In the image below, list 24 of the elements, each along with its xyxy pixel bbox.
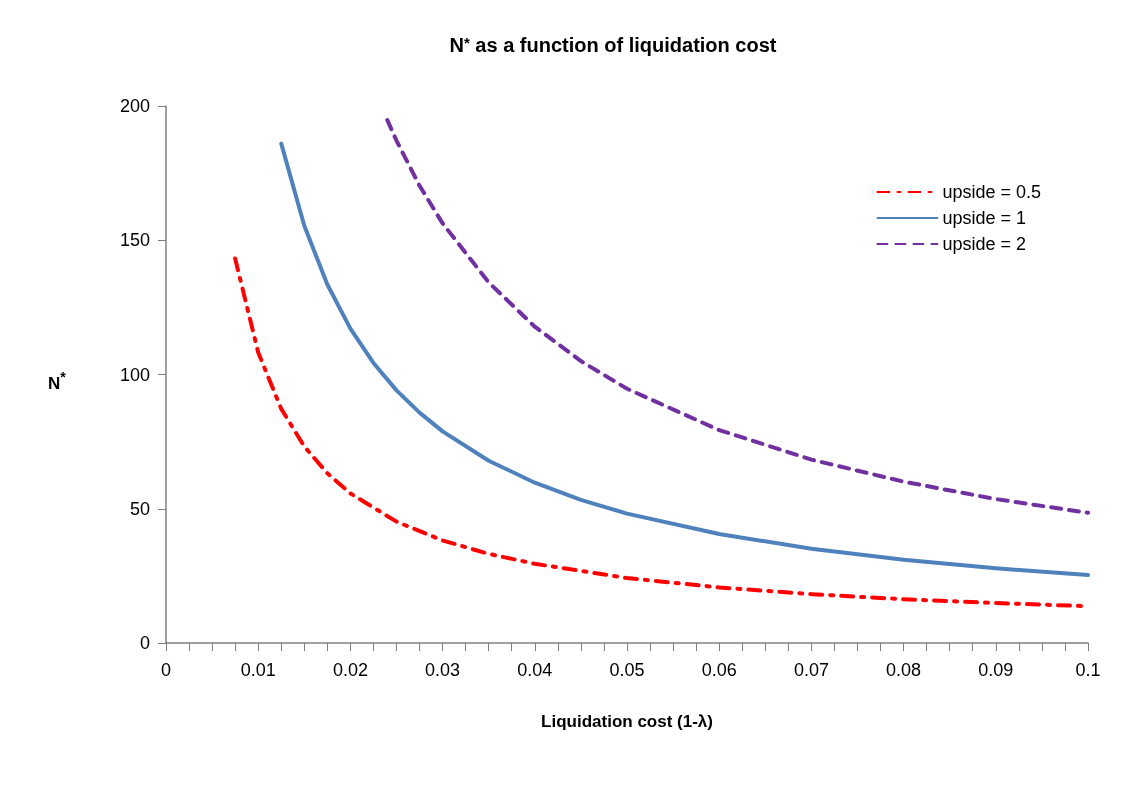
x-tick-label: 0.1	[1075, 660, 1101, 680]
x-tick-label: 0.09	[978, 660, 1014, 680]
legend-label: upside = 1	[942, 208, 1026, 228]
line-series	[385, 117, 1090, 515]
chart-title: N* as a function of liquidation cost	[449, 34, 777, 56]
y-tick-label: 0	[139, 633, 150, 653]
x-tick-label: 0.08	[886, 660, 922, 680]
line-series	[279, 141, 1090, 578]
y-axis-title: N$^{*}$	[48, 368, 66, 395]
y-tick-label: 100	[119, 364, 150, 385]
y-tick-label: 150	[119, 230, 150, 251]
x-tick-label: 0.02	[332, 660, 368, 680]
x-tick-label: 0.06	[701, 660, 737, 680]
x-axis-title: Liquidation cost (1-λ)	[541, 712, 713, 731]
y-tick-label: 200	[119, 96, 150, 116]
x-tick-label: 0.05	[609, 660, 645, 680]
x-tick-label: 0.01	[240, 660, 276, 680]
x-tick-label: 0.03	[425, 660, 461, 680]
x-tick-label: 0.07	[793, 660, 829, 680]
legend-label: upside = 2	[942, 234, 1026, 254]
x-tick-label: 0.04	[517, 660, 553, 680]
legend-label: upside = 0.5	[942, 182, 1041, 202]
x-tick-label: 0	[160, 660, 172, 680]
y-tick-label: 50	[129, 498, 150, 519]
